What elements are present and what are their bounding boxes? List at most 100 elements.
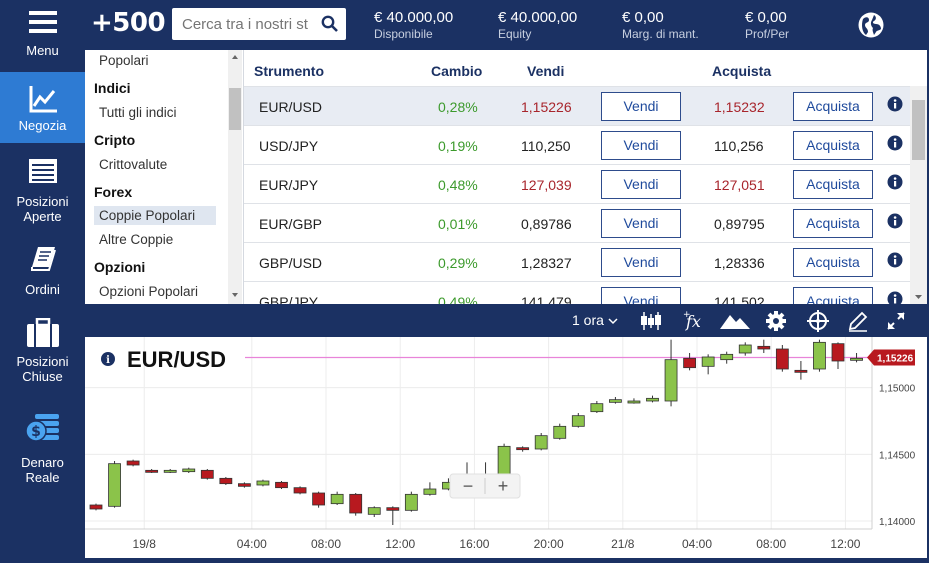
candle[interactable] (683, 357, 696, 369)
candle[interactable] (163, 469, 177, 473)
candle[interactable] (775, 348, 789, 370)
globe-icon[interactable] (857, 11, 885, 39)
candle[interactable] (200, 469, 214, 479)
table-scroll-down-icon[interactable] (910, 292, 927, 302)
search-box[interactable] (172, 8, 346, 40)
candle[interactable] (423, 488, 437, 495)
catalog-all-indices[interactable]: Tutti gli indici (99, 105, 177, 120)
nav-trade[interactable]: Negozia (0, 72, 85, 143)
zoom-in-button[interactable]: + (498, 476, 509, 496)
candle[interactable] (794, 369, 808, 373)
sell-button[interactable]: Vendi (601, 131, 681, 160)
info-icon[interactable] (887, 213, 903, 229)
candle[interactable] (275, 481, 288, 489)
buy-button[interactable]: Acquista (793, 92, 873, 121)
table-row[interactable]: USD/JPY 0,19% 110,250 Vendi 110,256 Acquista (244, 125, 910, 164)
col-instrument[interactable]: Strumento (254, 63, 324, 79)
catalog-popular-pairs[interactable]: Coppie Popolari (94, 206, 216, 225)
sell-button[interactable]: Vendi (601, 170, 681, 199)
table-scrollbar[interactable] (910, 86, 927, 304)
candle[interactable] (720, 353, 734, 361)
buy-button[interactable]: Acquista (793, 209, 873, 238)
search-input[interactable] (172, 8, 312, 40)
search-icon[interactable] (321, 15, 338, 32)
candle[interactable] (330, 493, 344, 505)
table-row[interactable]: GBP/USD 0,29% 1,28327 Vendi 1,28336 Acquista (244, 242, 910, 281)
candle[interactable] (627, 400, 641, 404)
buy-button[interactable]: Acquista (793, 170, 873, 199)
candle[interactable] (701, 356, 715, 367)
candle[interactable] (126, 460, 140, 466)
candle[interactable] (609, 399, 622, 403)
table-row[interactable]: EUR/JPY 0,48% 127,039 Vendi 127,051 Acquista (244, 164, 910, 203)
candle[interactable] (850, 357, 863, 361)
table-row[interactable]: EUR/USD 0,28% 1,15226 Vendi 1,15232 Acquista (244, 86, 910, 125)
candle[interactable] (646, 397, 659, 402)
candle[interactable] (534, 435, 548, 450)
candle[interactable] (219, 477, 233, 485)
info-icon[interactable] (887, 174, 903, 190)
function-icon[interactable]: fx+ (683, 310, 707, 332)
chart-canvas[interactable]: 1,15000 1,14500 1,14000 19/8 04:00 08:00 12:0… (85, 337, 927, 558)
candle[interactable] (89, 504, 103, 510)
candle[interactable] (813, 341, 826, 370)
info-icon[interactable] (887, 252, 903, 268)
candle[interactable] (738, 344, 752, 354)
candle[interactable] (553, 425, 567, 439)
candle[interactable] (386, 507, 400, 511)
candle[interactable] (145, 469, 159, 473)
info-icon[interactable] (887, 96, 903, 112)
col-buy[interactable]: Acquista (712, 63, 772, 79)
scroll-down-icon[interactable] (228, 290, 242, 300)
catalog-scrollbar[interactable] (228, 50, 242, 304)
catalog-other-pairs[interactable]: Altre Coppie (99, 232, 174, 247)
nav-menu[interactable]: Menu (0, 10, 85, 62)
candle[interactable] (367, 507, 381, 515)
candle[interactable] (590, 403, 604, 413)
sell-button[interactable]: Vendi (601, 209, 681, 238)
info-icon[interactable] (101, 352, 115, 366)
candle[interactable] (256, 480, 270, 486)
buy-button[interactable]: Acquista (793, 131, 873, 160)
buy-button[interactable]: Acquista (793, 287, 873, 304)
pencil-icon[interactable] (847, 310, 869, 332)
candle[interactable] (182, 468, 196, 473)
candle[interactable] (312, 492, 326, 506)
catalog-popular-options[interactable]: Opzioni Popolari (99, 284, 199, 299)
expand-icon[interactable] (886, 311, 906, 331)
candle[interactable] (664, 359, 678, 402)
candle[interactable] (516, 447, 530, 451)
info-icon[interactable] (887, 291, 903, 304)
timeframe-select[interactable]: 1 ora (572, 312, 618, 328)
candle[interactable] (237, 483, 251, 487)
price-chart[interactable]: 1,15000 1,14500 1,14000 19/8 04:00 08:00 12:0… (85, 337, 927, 558)
candle[interactable] (349, 493, 363, 514)
candle[interactable] (497, 445, 511, 475)
catalog-popular[interactable]: Popolari (99, 53, 149, 68)
gear-icon[interactable] (765, 310, 787, 332)
mountain-icon[interactable] (720, 311, 750, 331)
zoom-out-button[interactable]: − (463, 476, 474, 496)
candles-icon[interactable] (640, 310, 662, 332)
sell-button[interactable]: Vendi (601, 248, 681, 277)
table-row[interactable]: EUR/GBP 0,01% 0,89786 Vendi 0,89795 Acquista (244, 203, 910, 242)
sell-button[interactable]: Vendi (601, 287, 681, 304)
candle[interactable] (571, 415, 585, 427)
scroll-up-icon[interactable] (228, 52, 242, 62)
nav-open-positions[interactable]: Posizioni Aperte (0, 158, 85, 228)
buy-button[interactable]: Acquista (793, 248, 873, 277)
candle[interactable] (404, 493, 418, 511)
crosshair-icon[interactable] (806, 309, 830, 333)
info-icon[interactable] (887, 135, 903, 151)
table-row[interactable]: GBP/JPY 0,49% 141,479 Vendi 141,502 Acquista (244, 281, 910, 304)
table-scroll-thumb[interactable] (912, 100, 925, 160)
nav-orders[interactable]: Ordini (0, 245, 85, 300)
col-sell[interactable]: Vendi (527, 63, 565, 79)
sell-button[interactable]: Vendi (601, 92, 681, 121)
nav-real-money[interactable]: $ Denaro Reale (0, 412, 85, 487)
catalog-scroll-thumb[interactable] (229, 88, 241, 130)
nav-closed-positions[interactable]: Posizioni Chiuse (0, 318, 85, 388)
candle[interactable] (293, 487, 307, 494)
candle[interactable] (831, 343, 845, 362)
candle[interactable] (108, 463, 121, 507)
